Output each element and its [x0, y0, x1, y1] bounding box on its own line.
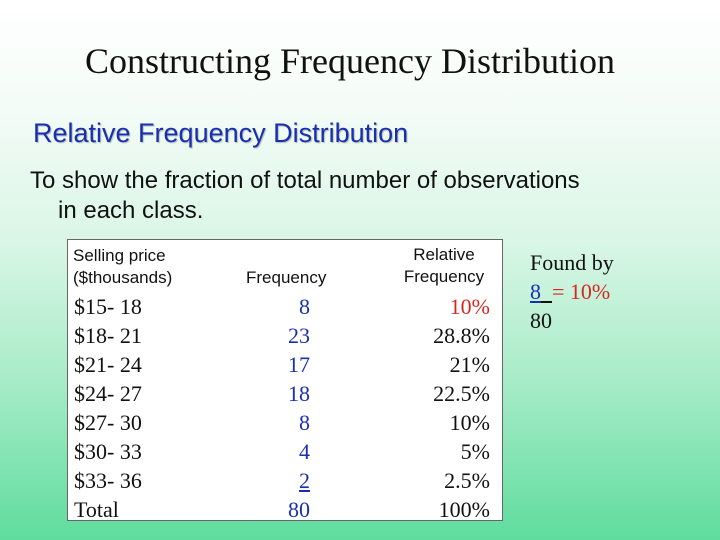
relative-frequency-column: 10% 28.8% 21% 22.5% 10% 5% 2.5% 100% [408, 292, 490, 524]
header-relative-line-1: Relative [413, 245, 475, 264]
body-line-2: in each class. [58, 197, 204, 224]
header-relative-frequency: Relative Frequency [396, 244, 492, 288]
body-text: To show the fraction of total number of … [30, 166, 710, 226]
header-frequency: Frequency [246, 268, 327, 287]
total-label: Total [74, 497, 119, 522]
frequency-cell: 2 [299, 468, 310, 493]
header-relative-line-2: Frequency [403, 267, 485, 286]
relative-cell: 22.5% [433, 381, 490, 406]
total-frequency: 80 [288, 497, 310, 522]
class-cell: $33- 36 [74, 468, 142, 493]
total-relative: 100% [438, 497, 490, 522]
frequency-cell: 18 [288, 381, 310, 406]
relative-cell: 10% [449, 410, 490, 435]
relative-cell: 21% [449, 352, 490, 377]
relative-cell: 10% [449, 294, 490, 319]
found-by-note: Found by 8 = 10% 80 [530, 248, 614, 335]
class-cell: $21- 24 [74, 352, 142, 377]
slide-title: Constructing Frequency Distribution [85, 41, 615, 81]
relative-cell: 5% [460, 439, 490, 464]
found-by-result: = 10% [552, 279, 611, 304]
frequency-cell: 4 [299, 439, 310, 464]
frequency-cell: 8 [299, 294, 310, 319]
relative-cell: 2.5% [444, 468, 490, 493]
header-price-line-2: ($thousands) [73, 268, 173, 287]
found-by-numerator: 8 [530, 279, 541, 304]
frequency-column: 8 23 17 18 8 4 2 80 [270, 292, 310, 524]
found-by-label: Found by [530, 250, 614, 275]
found-by-denominator: 80 [530, 308, 552, 333]
found-by-formula: 8 = 10% [530, 277, 614, 306]
frequency-cell: 23 [288, 323, 310, 348]
class-cell: $24- 27 [74, 381, 142, 406]
frequency-cell: 17 [288, 352, 310, 377]
frequency-cell: 8 [299, 410, 310, 435]
body-line-1: To show the fraction of total number of … [30, 167, 580, 194]
relative-cell: 28.8% [433, 323, 490, 348]
class-cell: $18- 21 [74, 323, 142, 348]
class-cell: $15- 18 [74, 294, 142, 319]
class-cell: $27- 30 [74, 410, 142, 435]
class-cell: $30- 33 [74, 439, 142, 464]
header-selling-price: Selling price ($thousands) [73, 245, 172, 289]
class-column: $15- 18 $18- 21 $21- 24 $24- 27 $27- 30 … [74, 292, 142, 524]
slide-subtitle: Relative Frequency Distribution [33, 118, 409, 148]
frequency-table: Selling price ($thousands) Frequency Rel… [67, 239, 503, 524]
header-price-line-1: Selling price [73, 246, 166, 265]
